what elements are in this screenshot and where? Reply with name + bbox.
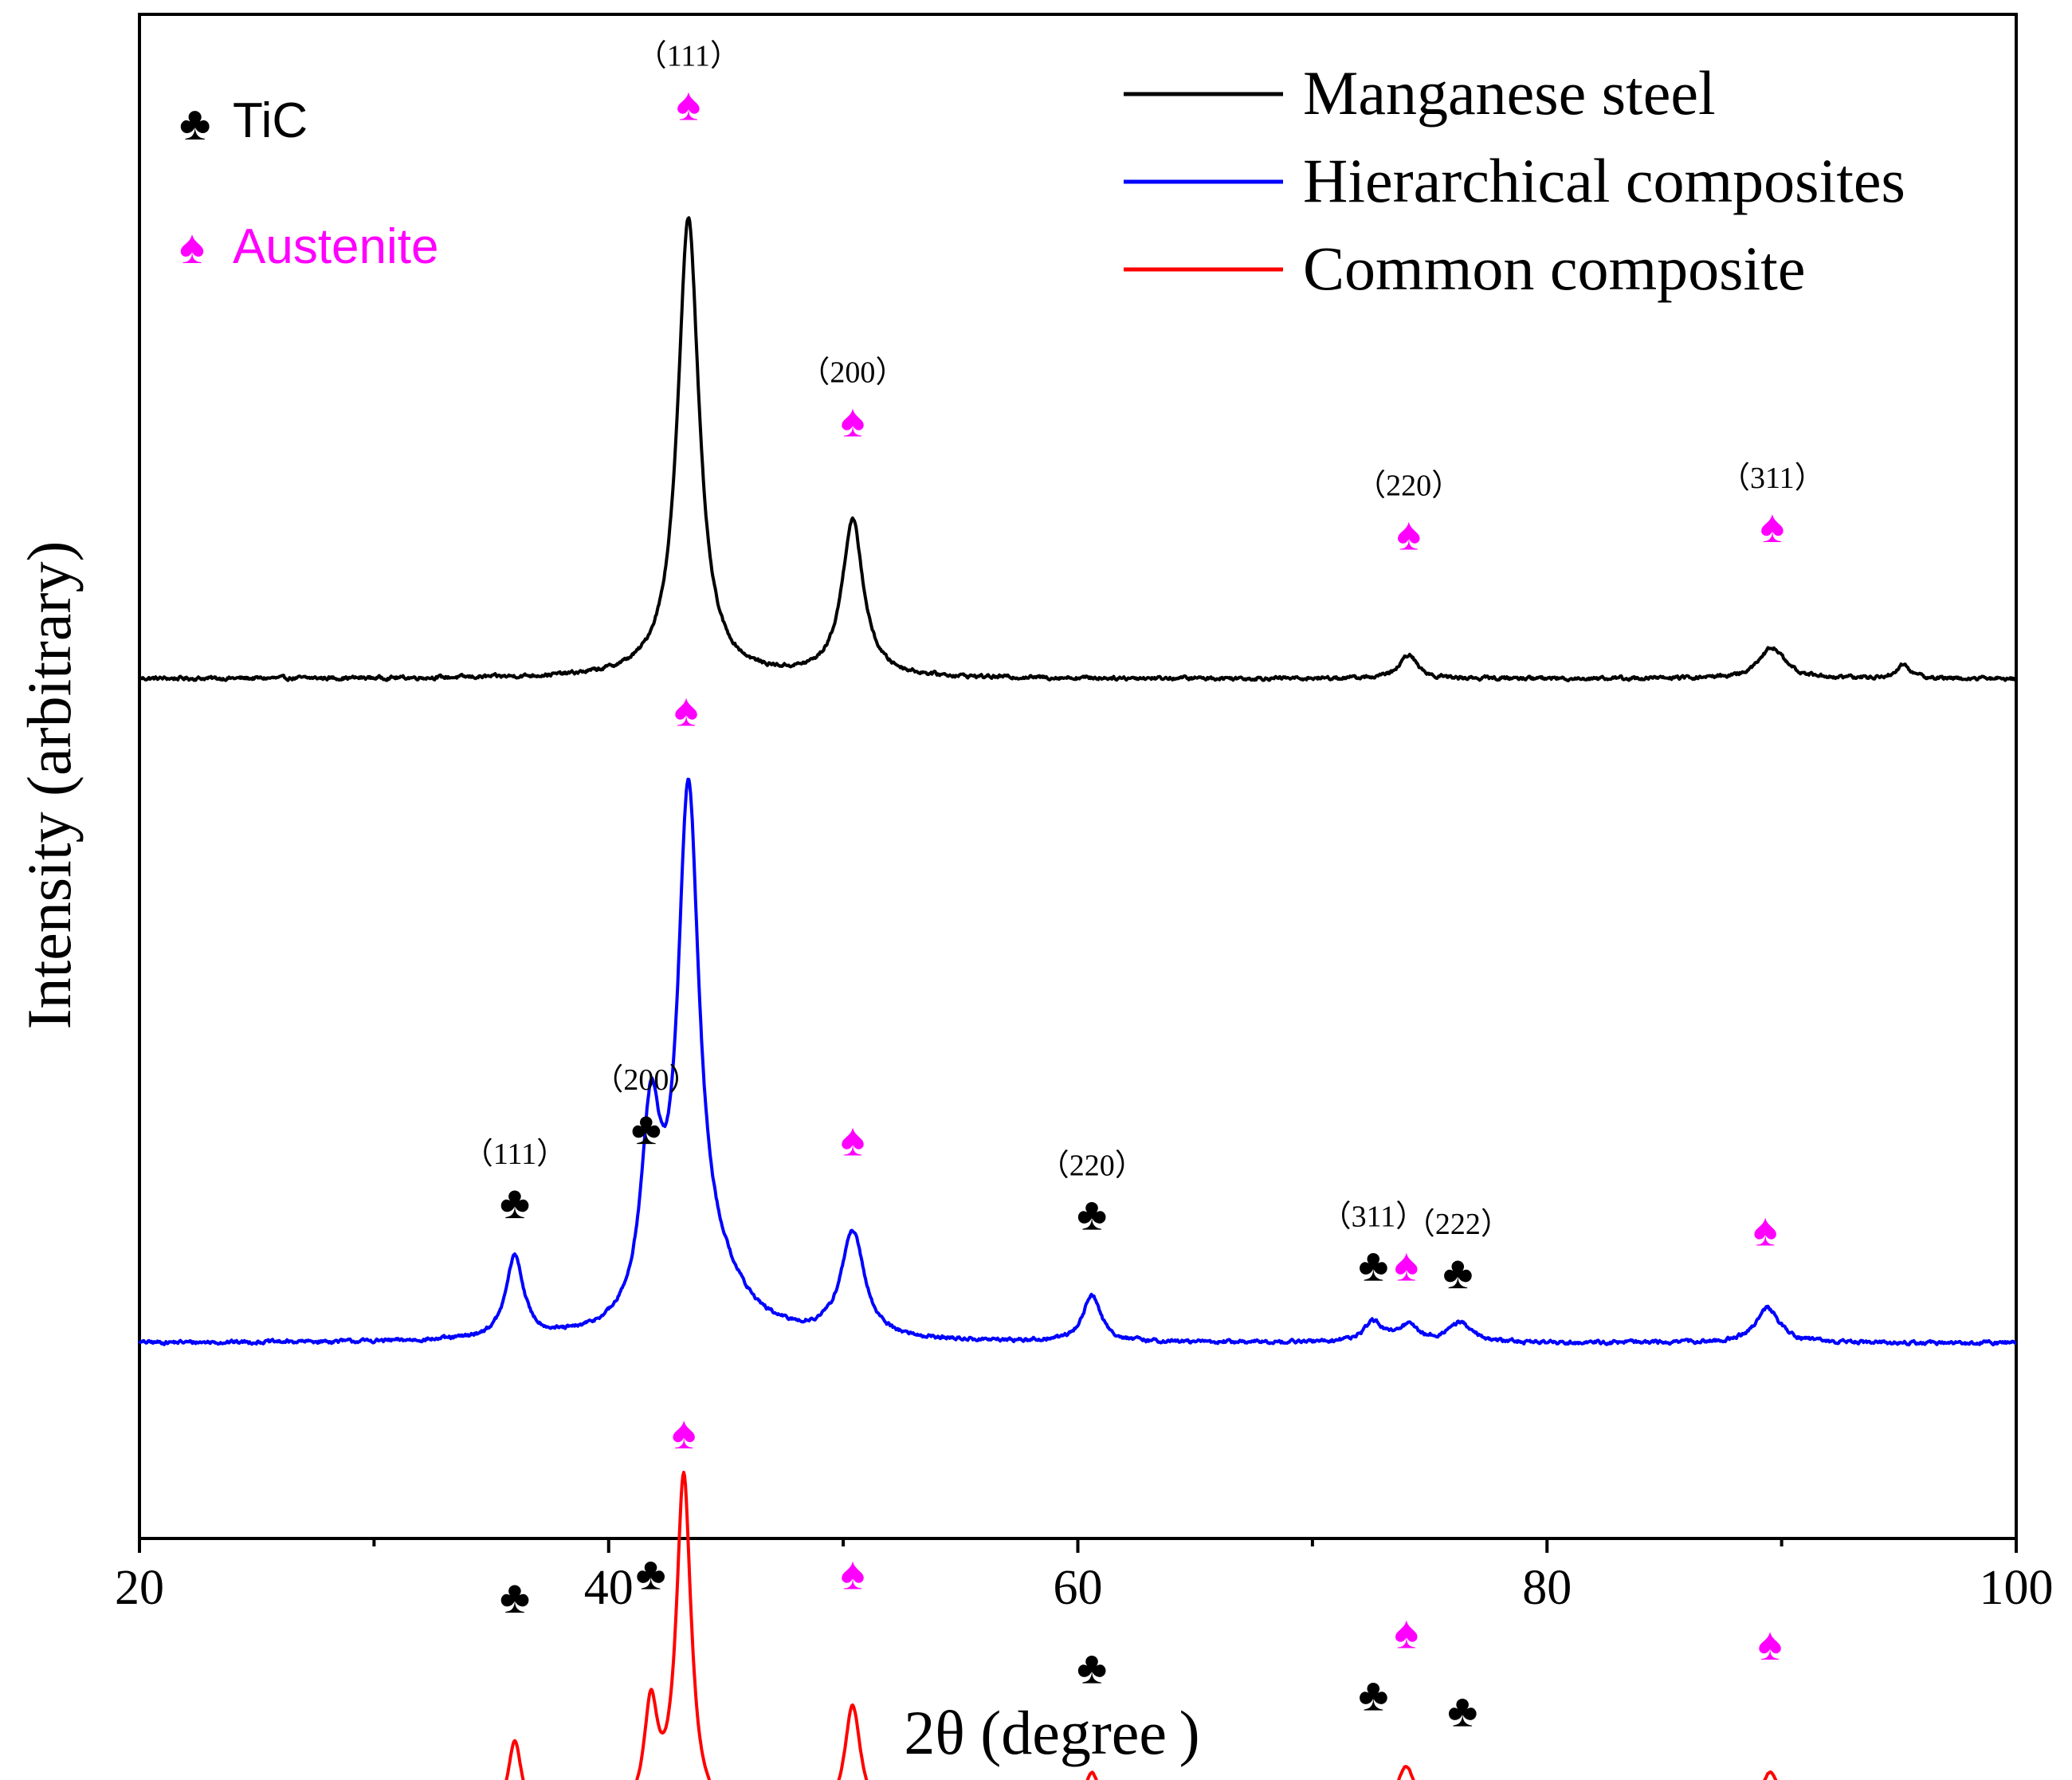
- tic-peak-marker: ♣: [1077, 1189, 1107, 1240]
- peak-annotations: ♠（111）♠（200）♠（220）♠（311）♣（111）♣（200）♠♠♣（…: [463, 39, 1825, 1736]
- series-layer: [138, 216, 2018, 1780]
- peak-hkl-label: （111）: [637, 39, 740, 73]
- legend-label-hierarchical-composites: Hierarchical composites: [1303, 146, 1905, 215]
- x-tick-label: 40: [584, 1561, 634, 1615]
- peak-hkl-label: （220）: [1039, 1149, 1145, 1183]
- legend: Manganese steel Hierarchical composites …: [1124, 58, 1905, 303]
- peak-hkl-label: （222）: [1405, 1208, 1511, 1241]
- austenite-peak-marker: ♠: [840, 1114, 865, 1166]
- peak-hkl-label: （200）: [593, 1063, 699, 1097]
- austenite-peak-marker: ♠: [1394, 1239, 1419, 1291]
- austenite-peak-marker: ♠: [1753, 1204, 1778, 1255]
- austenite-peak-marker: ♠: [1394, 1606, 1419, 1658]
- tic-peak-marker: ♣: [636, 1548, 666, 1600]
- tic-peak-marker: ♣: [1447, 1684, 1477, 1736]
- austenite-peak-marker: ♠: [840, 1548, 865, 1600]
- austenite-key-symbol: ♠: [179, 220, 205, 273]
- tic-peak-marker: ♣: [1077, 1641, 1107, 1693]
- tic-peak-marker: ♣: [1358, 1239, 1388, 1291]
- legend-label-common-composite: Common composite: [1303, 234, 1805, 303]
- tic-peak-marker: ♣: [1442, 1247, 1473, 1299]
- series-line-manganese-steel: [138, 216, 2018, 682]
- x-tick-label: 60: [1054, 1561, 1103, 1615]
- peak-hkl-label: （200）: [799, 356, 905, 390]
- peak-hkl-label: （111）: [463, 1138, 567, 1171]
- legend-label-manganese-steel: Manganese steel: [1303, 58, 1716, 128]
- austenite-peak-marker: ♠: [676, 78, 700, 130]
- series-line-hierarchical-composites: [138, 777, 2017, 1347]
- y-axis-title: Intensity (arbitrary): [14, 541, 84, 1030]
- tic-key-label: TiC: [233, 93, 308, 148]
- symbol-key: ♣ TiC ♠ Austenite: [179, 93, 439, 274]
- austenite-peak-marker: ♠: [1396, 509, 1421, 560]
- austenite-peak-marker: ♠: [1757, 1618, 1782, 1670]
- tic-peak-marker: ♣: [500, 1571, 530, 1623]
- tic-key-symbol: ♣: [179, 96, 210, 150]
- x-axis-title: 2θ (degree ): [904, 1698, 1199, 1767]
- tic-peak-marker: ♣: [631, 1102, 661, 1154]
- austenite-peak-marker: ♠: [840, 395, 865, 447]
- x-axis: 20 40 60 80 100: [115, 1538, 2054, 1615]
- austenite-peak-marker: ♠: [673, 684, 698, 736]
- x-tick-label: 100: [1980, 1561, 2054, 1615]
- tic-peak-marker: ♣: [500, 1177, 530, 1228]
- austenite-peak-marker: ♠: [1760, 501, 1784, 552]
- x-tick-label: 20: [115, 1561, 164, 1615]
- peak-hkl-label: （311）: [1321, 1200, 1426, 1233]
- x-tick-label: 80: [1522, 1561, 1572, 1615]
- peak-hkl-label: （311）: [1720, 462, 1825, 495]
- peak-hkl-label: （220）: [1356, 470, 1462, 503]
- austenite-peak-marker: ♠: [672, 1407, 697, 1459]
- tic-peak-marker: ♣: [1358, 1669, 1388, 1721]
- austenite-key-label: Austenite: [233, 219, 439, 274]
